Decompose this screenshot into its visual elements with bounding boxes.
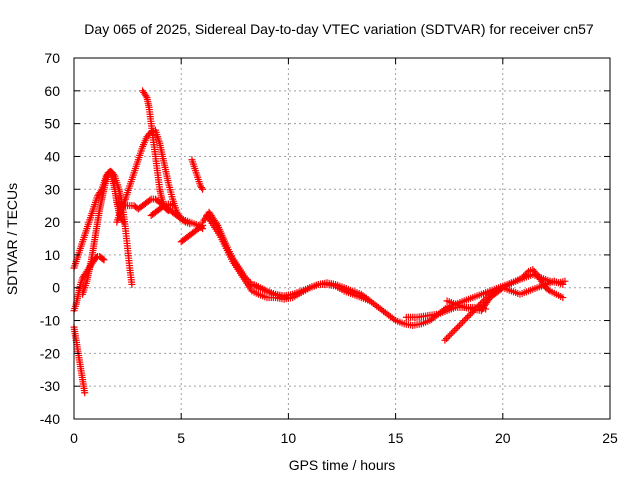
y-tick-label: 0 — [52, 280, 60, 296]
grid — [74, 58, 610, 419]
y-tick-label: 10 — [44, 247, 60, 263]
data-point — [452, 325, 460, 333]
data-point — [462, 315, 470, 323]
data-point — [199, 185, 207, 193]
series-trace-13 — [250, 280, 292, 302]
data-point — [366, 297, 374, 305]
data-point — [545, 286, 553, 294]
data-point — [465, 312, 473, 320]
x-tick-label: 25 — [602, 430, 618, 446]
y-tick-label: -30 — [40, 378, 60, 394]
data-point — [454, 323, 462, 331]
data-point — [457, 320, 465, 328]
data-point — [284, 294, 292, 302]
tick-labels: 0 5 10 15 20 25 -40 -30 -20 -10 0 10 20 30 40 50 60 70 — [40, 50, 618, 446]
data-point — [444, 333, 452, 341]
data-point — [518, 274, 526, 282]
data-point — [463, 313, 471, 321]
data-point — [451, 326, 459, 334]
x-tick-label: 0 — [70, 430, 78, 446]
data-point — [460, 317, 468, 325]
data-point — [142, 92, 150, 100]
y-tick-label: 40 — [44, 148, 60, 164]
series-trace-10 — [188, 156, 207, 193]
data-point — [520, 272, 528, 280]
x-tick-label: 15 — [388, 430, 404, 446]
x-tick-label: 5 — [177, 430, 185, 446]
data-point — [459, 318, 467, 326]
series-trace-3 — [70, 323, 89, 397]
ticks — [73, 57, 611, 420]
data-point — [198, 184, 206, 192]
y-tick-label: 50 — [44, 116, 60, 132]
y-tick-label: -20 — [40, 345, 60, 361]
data-point — [99, 255, 107, 263]
data-point — [100, 256, 108, 264]
y-tick-label: 20 — [44, 214, 60, 230]
data-point — [449, 328, 457, 336]
plot-frame — [73, 57, 611, 420]
data-point — [443, 335, 451, 343]
data-point — [559, 294, 567, 302]
data-point — [390, 315, 398, 323]
data-point — [180, 217, 188, 225]
series-trace-16 — [443, 277, 567, 315]
data-point — [128, 280, 136, 288]
data-point — [559, 280, 567, 288]
y-tick-label: 30 — [44, 181, 60, 197]
data-point — [159, 203, 167, 211]
y-axis-label: SDTVAR / TECUs — [4, 183, 20, 295]
data-point — [446, 331, 454, 339]
x-axis-label: GPS time / hours — [289, 457, 396, 473]
data-point — [447, 330, 455, 338]
y-tick-label: -40 — [40, 411, 60, 427]
data-layer — [70, 87, 569, 397]
data-point — [455, 321, 463, 329]
data-point — [119, 218, 127, 226]
y-tick-label: -10 — [40, 313, 60, 329]
series-trace-8 — [147, 200, 177, 220]
data-point — [197, 222, 205, 230]
data-point — [441, 336, 449, 344]
chart-title: Day 065 of 2025, Sidereal Day-to-day VTE… — [84, 21, 594, 37]
series-trace-4 — [79, 169, 127, 298]
y-tick-label: 60 — [44, 83, 60, 99]
x-tick-label: 20 — [495, 430, 511, 446]
series-trace-11 — [199, 208, 569, 329]
data-point — [81, 389, 89, 397]
x-tick-label: 10 — [281, 430, 297, 446]
data-point — [146, 196, 154, 204]
data-point — [523, 269, 531, 277]
y-tick-label: 70 — [44, 50, 60, 66]
data-point — [186, 220, 194, 228]
data-point — [169, 202, 177, 210]
data-point — [521, 271, 529, 279]
